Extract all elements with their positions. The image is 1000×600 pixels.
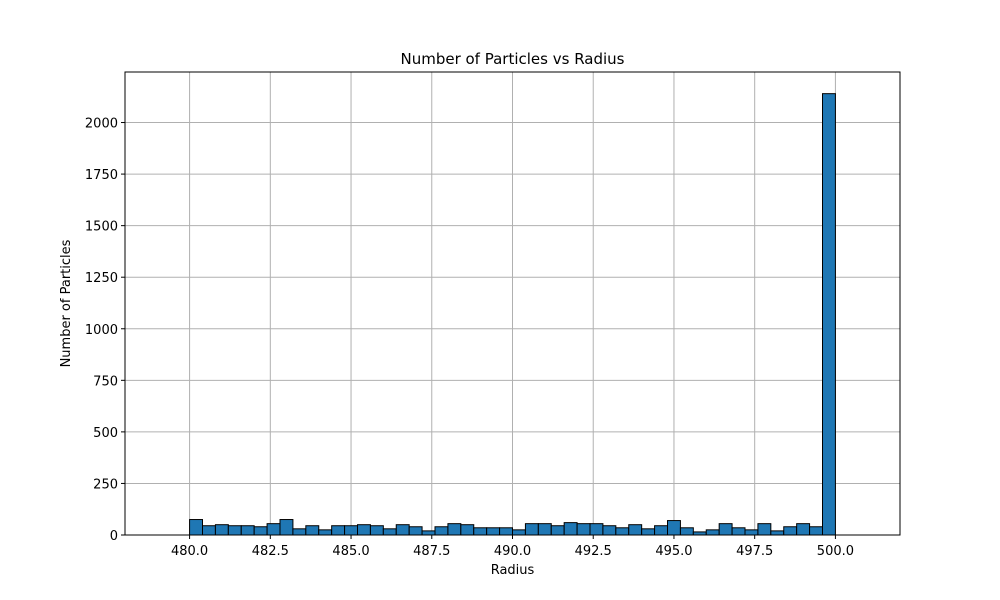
histogram-bar — [744, 529, 759, 536]
histogram-bar — [382, 528, 397, 536]
histogram-bar — [615, 527, 630, 536]
histogram-bar — [822, 93, 836, 536]
histogram-bar — [589, 523, 604, 536]
chart-title: Number of Particles vs Radius — [400, 50, 624, 68]
histogram-bar — [214, 524, 229, 536]
histogram-bar — [434, 526, 449, 536]
histogram-bar — [408, 526, 423, 536]
x-axis-label: Radius — [491, 563, 535, 578]
x-tick-label: 487.5 — [413, 544, 450, 559]
histogram-bar — [344, 525, 359, 536]
y-axis-label: Number of Particles — [59, 239, 74, 367]
histogram-bar — [731, 527, 746, 536]
y-tick-label: 500 — [93, 426, 118, 441]
histogram-bar — [357, 524, 371, 536]
y-tick-label: 1250 — [85, 271, 118, 286]
histogram-bar — [705, 529, 720, 536]
y-tick-label: 2000 — [85, 117, 118, 132]
histogram-bar — [679, 527, 694, 536]
histogram-bar — [486, 527, 501, 536]
histogram-bar — [563, 522, 578, 536]
y-tick-label: 750 — [93, 374, 118, 389]
y-tick-label: 0 — [110, 529, 118, 544]
histogram-bar — [395, 524, 410, 536]
histogram-bar — [602, 525, 617, 536]
histogram-bar — [770, 530, 785, 536]
histogram-bar — [512, 529, 526, 536]
x-tick-label: 495.0 — [655, 544, 692, 559]
histogram-bar — [550, 525, 565, 536]
x-tick-label: 500.0 — [817, 544, 854, 559]
histogram-bar — [796, 523, 811, 536]
histogram-bar — [189, 519, 203, 536]
x-tick-label: 482.5 — [252, 544, 289, 559]
y-tick-label: 1000 — [85, 323, 118, 338]
histogram-bar — [783, 526, 798, 536]
grid — [125, 72, 900, 536]
y-tick-label: 250 — [93, 477, 118, 492]
histogram-bar — [809, 526, 823, 536]
histogram-bar — [240, 525, 255, 536]
histogram-bar — [641, 528, 656, 536]
x-tick-label: 480.0 — [171, 544, 208, 559]
histogram-bar — [667, 520, 681, 536]
histogram-bar — [757, 523, 772, 536]
histogram-bar — [318, 529, 333, 536]
histogram-bar — [279, 519, 294, 536]
histogram-bar — [628, 524, 643, 536]
histogram-bar — [576, 523, 591, 536]
histogram-bar — [331, 525, 346, 536]
y-tick-label: 1750 — [85, 168, 118, 183]
histogram-bar — [537, 523, 552, 536]
histogram-bar — [421, 530, 436, 536]
y-tick-label: 1500 — [85, 220, 118, 235]
histogram-bar — [253, 526, 268, 536]
histogram-bar — [202, 525, 216, 536]
x-tick-label: 490.0 — [494, 544, 531, 559]
histogram-bar — [227, 525, 242, 536]
bars — [189, 93, 836, 536]
x-tick-label: 497.5 — [736, 544, 773, 559]
x-tick-label: 492.5 — [575, 544, 612, 559]
histogram-bar — [292, 528, 307, 536]
histogram-bar — [369, 525, 384, 536]
histogram-bar — [499, 527, 514, 536]
histogram-bar — [447, 523, 462, 536]
histogram-bar — [473, 527, 488, 536]
histogram-bar — [266, 523, 281, 536]
histogram-bar — [305, 525, 320, 536]
histogram-bar — [460, 524, 475, 536]
y-ticks: 0 250 500 750 1000 1250 1500 1750 2000 — [85, 117, 125, 544]
histogram-bar — [718, 523, 733, 536]
x-tick-label: 485.0 — [332, 544, 369, 559]
histogram-bar — [524, 523, 539, 536]
histogram-bar — [654, 525, 668, 536]
x-ticks: 480.0 482.5 485.0 487.5 490.0 492.5 495.0 497.5… — [171, 535, 854, 559]
